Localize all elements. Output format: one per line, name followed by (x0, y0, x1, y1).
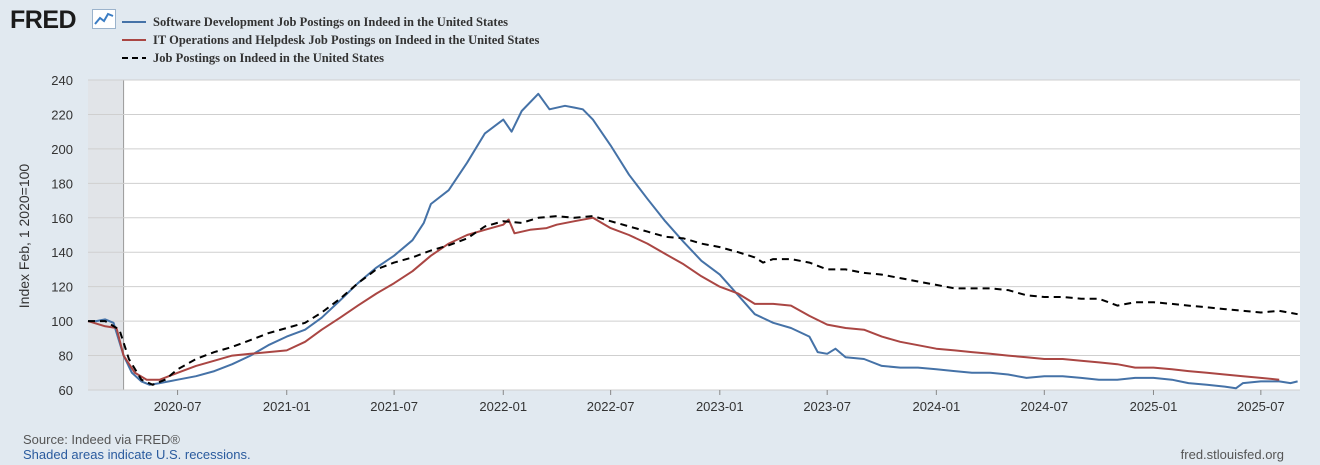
chart-line-icon (92, 9, 116, 29)
legend-swatch-it-operations (122, 39, 146, 41)
x-tick-label-2023-01: 2023-01 (696, 399, 744, 414)
x-tick-label-2021-01: 2021-01 (263, 399, 311, 414)
x-tick-label-2023-07: 2023-07 (803, 399, 851, 414)
legend-item-all-postings: Job Postings on Indeed in the United Sta… (122, 49, 539, 67)
series-line-2 (88, 215, 1298, 386)
y-tick-label-60: 60 (59, 383, 73, 398)
y-tick-label-180: 180 (51, 176, 73, 191)
legend-swatch-all-postings (122, 57, 146, 59)
x-tick-label-2022-01: 2022-01 (479, 399, 527, 414)
y-tick-label-220: 220 (51, 107, 73, 122)
site-url[interactable]: fred.stlouisfed.org (1180, 447, 1284, 462)
y-tick-label-200: 200 (51, 142, 73, 157)
y-tick-label-120: 120 (51, 280, 73, 295)
x-tick-label-2025-01: 2025-01 (1130, 399, 1178, 414)
legend-item-software: Software Development Job Postings on Ind… (122, 13, 539, 31)
x-tick-label-2024-01: 2024-01 (912, 399, 960, 414)
recession-note[interactable]: Shaded areas indicate U.S. recessions. (23, 447, 251, 462)
y-tick-label-100: 100 (51, 314, 73, 329)
y-tick-label-160: 160 (51, 211, 73, 226)
logo-text: FRED (10, 6, 77, 34)
fred-logo[interactable]: FRED (10, 6, 77, 35)
legend-label-all-postings: Job Postings on Indeed in the United Sta… (153, 51, 384, 65)
x-tick-label-2022-07: 2022-07 (587, 399, 635, 414)
y-tick-label-240: 240 (51, 73, 73, 88)
legend-item-it-operations: IT Operations and Helpdesk Job Postings … (122, 31, 539, 49)
y-tick-label-80: 80 (59, 349, 73, 364)
recession-band-0 (88, 80, 124, 390)
x-tick-label-2021-07: 2021-07 (370, 399, 418, 414)
legend-label-it-operations: IT Operations and Helpdesk Job Postings … (153, 33, 540, 47)
source-note: Source: Indeed via FRED® (23, 432, 180, 447)
y-tick-label-140: 140 (51, 245, 73, 260)
x-tick-label-2020-07: 2020-07 (154, 399, 202, 414)
series-line-1 (87, 216, 1280, 381)
x-tick-label-2024-07: 2024-07 (1020, 399, 1068, 414)
legend-label-software: Software Development Job Postings on Ind… (153, 15, 508, 29)
x-tick-label-2025-07: 2025-07 (1237, 399, 1285, 414)
legend-swatch-software (122, 21, 146, 23)
legend: Software Development Job Postings on Ind… (122, 13, 539, 67)
plot-area (88, 80, 1300, 390)
